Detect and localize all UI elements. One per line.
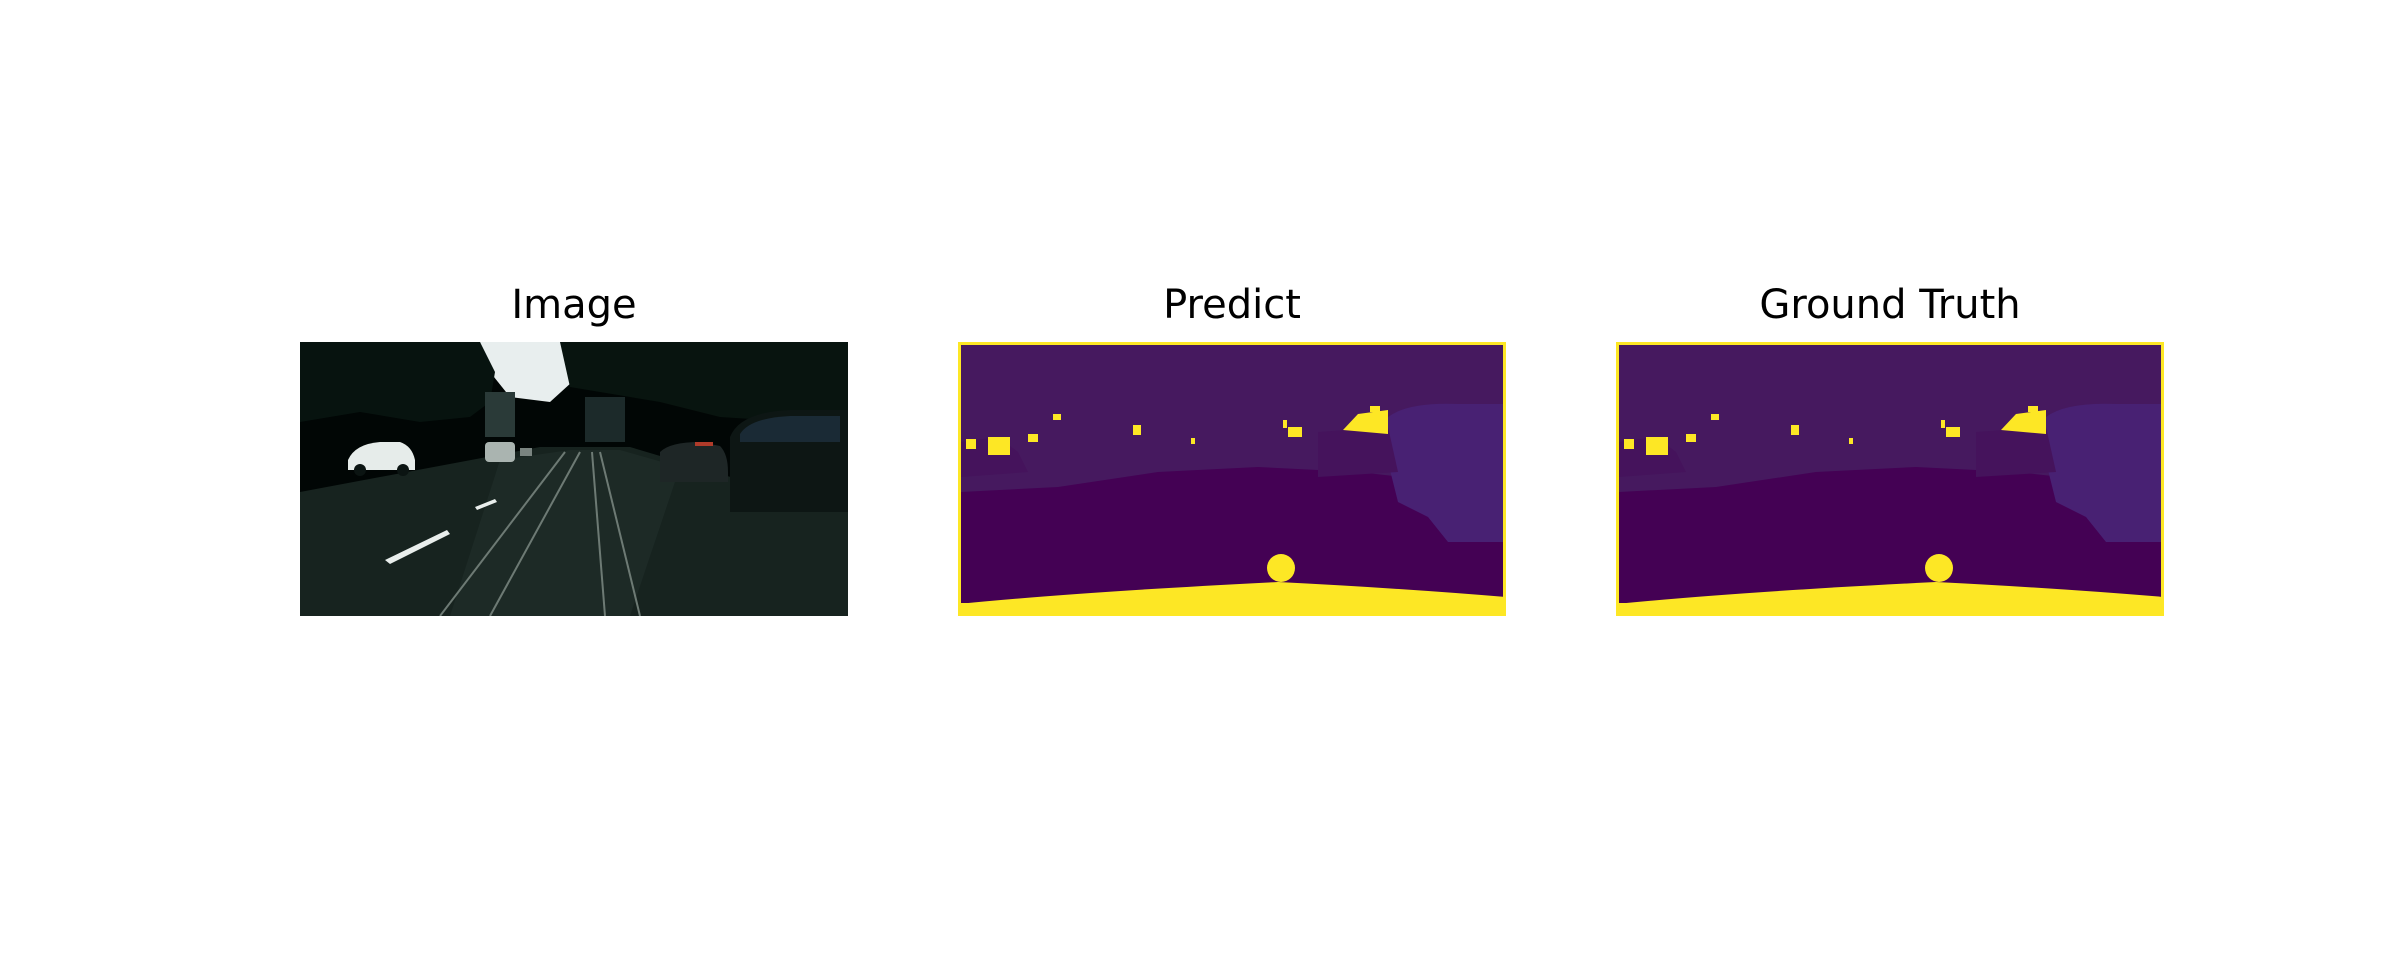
ground-truth-title: Ground Truth — [1759, 282, 2021, 328]
predict-mask — [958, 342, 1506, 616]
street-photo — [300, 342, 848, 616]
predict-title: Predict — [1163, 282, 1301, 328]
image-title: Image — [511, 282, 637, 328]
ground-truth-mask — [1616, 342, 2164, 616]
